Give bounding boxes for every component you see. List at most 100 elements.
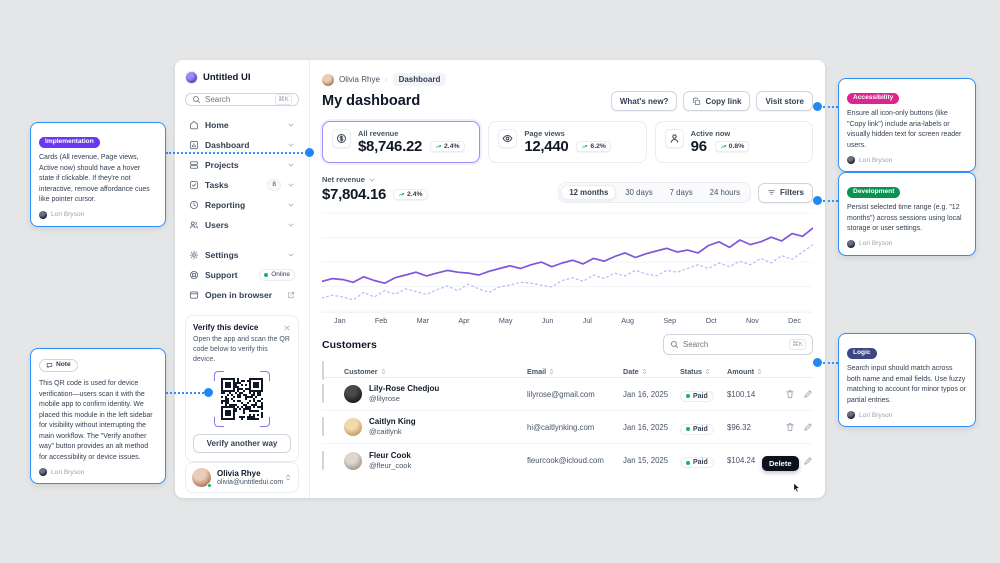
sidebar-search[interactable]: ⌘K xyxy=(185,93,299,106)
copy-link-button[interactable]: Copy link xyxy=(683,91,751,111)
row-checkbox-cell xyxy=(322,384,344,403)
select-all-checkbox[interactable] xyxy=(322,361,324,380)
annotation-text: This QR code is used for device verifica… xyxy=(39,380,153,461)
filter-lines-icon xyxy=(767,188,776,197)
sidebar-item-projects[interactable]: Projects xyxy=(185,155,299,175)
row-checkbox[interactable] xyxy=(322,417,324,436)
column-header-customer[interactable]: Customer xyxy=(344,367,527,376)
reporting-icon xyxy=(189,200,199,210)
sidebar-item-dashboard[interactable]: Dashboard xyxy=(185,135,299,155)
time-range-7-days[interactable]: 7 days xyxy=(669,188,693,197)
sidebar-item-home[interactable]: Home xyxy=(185,115,299,135)
customer-name: Fleur Cook xyxy=(369,450,411,460)
customer-status: Paid xyxy=(680,418,727,436)
x-tick-label: Aug xyxy=(621,316,635,325)
breadcrumb-user[interactable]: Olivia Rhye xyxy=(339,75,380,84)
net-revenue-select[interactable]: Net revenue xyxy=(322,175,428,184)
whats-new-button[interactable]: What's new? xyxy=(610,91,678,111)
connector-line-implementation xyxy=(166,152,310,154)
brand-logo-icon xyxy=(185,71,198,84)
customer-amount: $100.14 xyxy=(727,389,756,399)
row-checkbox[interactable] xyxy=(322,450,324,470)
annotation-badge: Development xyxy=(847,187,901,198)
verify-another-way-button[interactable]: Verify another way xyxy=(193,434,291,454)
connector-dot-logic[interactable] xyxy=(813,358,822,367)
sidebar-search-input[interactable] xyxy=(205,95,272,104)
annotation-author: Lori Bryson xyxy=(39,468,157,476)
column-header-date[interactable]: Date xyxy=(623,367,680,376)
edit-icon[interactable] xyxy=(803,456,813,466)
stat-card-all-revenue[interactable]: All revenue $8,746.22 2.4% xyxy=(322,121,481,163)
x-tick-label: Mar xyxy=(416,316,430,325)
chevron-selector-icon xyxy=(284,473,292,482)
customer-date: Jan 15, 2025 xyxy=(623,456,669,465)
chevron-down-icon xyxy=(368,176,376,184)
connector-dot-implementation[interactable] xyxy=(305,148,314,157)
time-range-24-hours[interactable]: 24 hours xyxy=(709,188,740,197)
row-actions xyxy=(770,422,813,432)
connector-dot-accessibility[interactable] xyxy=(813,102,822,111)
customer-handle: @caitlynk xyxy=(369,427,402,437)
sidebar-item-users[interactable]: Users xyxy=(185,215,299,235)
delete-icon[interactable] xyxy=(785,389,795,399)
trend-up-icon xyxy=(581,143,588,150)
delete-icon[interactable] xyxy=(785,422,795,432)
customers-search[interactable]: ⌘K xyxy=(663,334,813,355)
column-header-email[interactable]: Email xyxy=(527,367,623,376)
account-switcher[interactable]: Olivia Rhye olivia@untitledui.com xyxy=(185,462,299,494)
time-range-12-months[interactable]: 12 months xyxy=(561,185,617,200)
stat-card-active-now[interactable]: Active now 96 0.8% xyxy=(654,121,813,163)
visit-store-button[interactable]: Visit store xyxy=(756,91,813,111)
chevron-down-icon xyxy=(287,141,295,149)
sidebar-item-settings[interactable]: Settings xyxy=(185,245,299,265)
author-avatar xyxy=(847,239,855,248)
sidebar-item-support[interactable]: Support Online xyxy=(185,265,299,285)
sidebar-item-reporting[interactable]: Reporting xyxy=(185,195,299,215)
column-header-amount[interactable]: Amount xyxy=(727,367,770,376)
filters-button[interactable]: Filters xyxy=(757,182,813,203)
x-tick-label: Oct xyxy=(705,316,717,325)
trend-badge: 0.8% xyxy=(714,141,750,152)
connector-line-accessibility xyxy=(823,106,838,108)
projects-icon xyxy=(189,160,199,170)
connector-dot-development[interactable] xyxy=(813,196,822,205)
row-checkbox-cell xyxy=(322,417,344,436)
customer-identity: Fleur Cook @fleur_cook xyxy=(369,451,411,470)
stat-value: 96 xyxy=(690,138,707,155)
customer-amount: $104.24 xyxy=(727,456,756,465)
chevron-down-icon xyxy=(287,201,295,209)
verify-device-card: Verify this device Open the app and scan… xyxy=(185,315,299,463)
table-row: Lily-Rose Chedjou @lilyrose lilyrose@gmail… xyxy=(322,378,813,411)
avatar xyxy=(192,468,212,489)
row-checkbox[interactable] xyxy=(322,384,324,403)
stat-label: All revenue xyxy=(358,129,399,138)
customers-search-input[interactable] xyxy=(683,340,786,349)
edit-icon[interactable] xyxy=(803,389,813,399)
breadcrumb-current[interactable]: Dashboard xyxy=(392,73,447,86)
sidebar-item-label: Users xyxy=(205,220,229,230)
sidebar-item-tasks[interactable]: Tasks 8 xyxy=(185,175,299,195)
verify-title: Verify this device xyxy=(193,323,259,332)
column-header-status[interactable]: Status xyxy=(680,367,727,376)
customer-handle: @fleur_cook xyxy=(369,460,412,470)
external-link-icon xyxy=(287,291,295,299)
connector-dot-note[interactable] xyxy=(204,388,213,397)
primary-nav: Home Dashboard Projects Tasks 8 Reporting User… xyxy=(185,115,299,235)
status-dot xyxy=(686,460,690,465)
sidebar-item-label: Projects xyxy=(205,160,239,170)
stat-value: $8,746.22 xyxy=(358,138,423,155)
customer-date: Jan 16, 2025 xyxy=(623,389,669,399)
annotation-card-development: Development Persist selected time range (… xyxy=(838,172,976,256)
stat-body: All revenue $8,746.22 2.4% xyxy=(358,129,465,155)
customers-title: Customers xyxy=(322,338,377,351)
stat-card-page-views[interactable]: Page views 12,440 6.2% xyxy=(488,121,647,163)
x-tick-label: Jul xyxy=(582,316,592,325)
customer-email: hi@caitlynking.com xyxy=(527,422,595,432)
table-row: Fleur Cook @fleur_cook fleurcook@icloud.co… xyxy=(322,444,813,477)
close-icon[interactable] xyxy=(283,324,291,332)
time-range-30-days[interactable]: 30 days xyxy=(625,188,653,197)
sidebar-item-open-in-browser[interactable]: Open in browser xyxy=(185,285,299,305)
author-avatar xyxy=(39,210,47,219)
edit-icon[interactable] xyxy=(803,422,813,432)
